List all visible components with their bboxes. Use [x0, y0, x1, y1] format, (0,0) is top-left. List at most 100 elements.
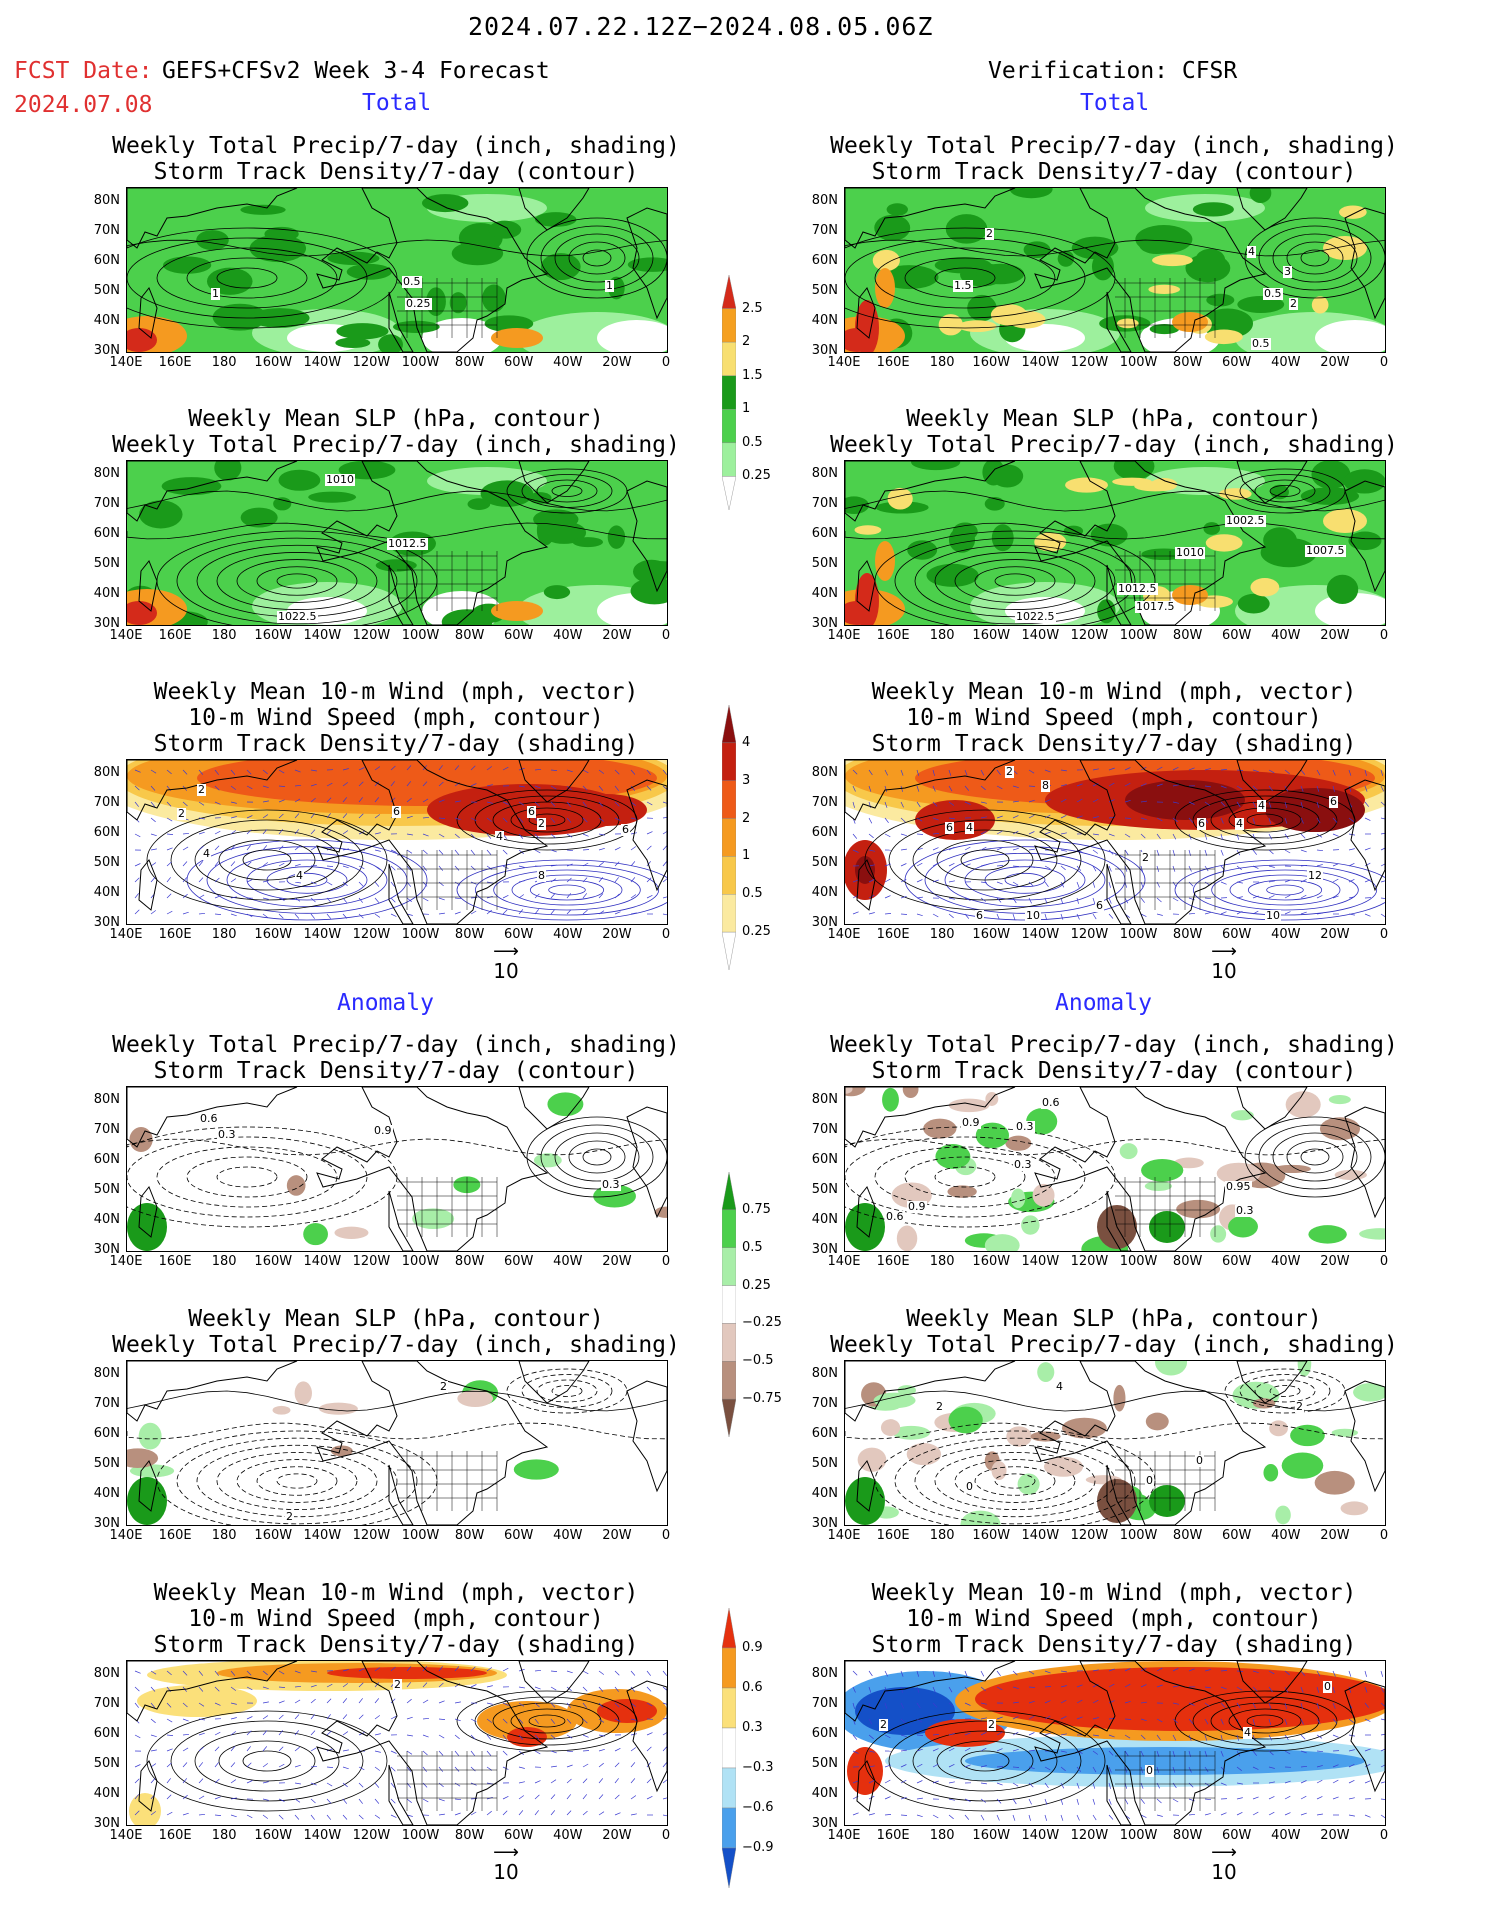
contour-label: 4	[1257, 799, 1266, 812]
wind-vector	[1252, 1750, 1257, 1756]
wind-vector	[294, 1670, 301, 1674]
lon-tick-label: 120W	[1070, 355, 1109, 370]
wind-vector	[630, 861, 636, 867]
wind-vector	[1028, 769, 1035, 774]
contour-line	[582, 249, 612, 267]
wind-vector	[182, 801, 188, 807]
colorbar-segment	[722, 1687, 736, 1729]
contour-label: 2	[439, 1380, 448, 1393]
panel-title-line: Storm Track Density/7-day (contour)	[153, 159, 639, 185]
lon-tick-label: 120W	[1070, 628, 1109, 643]
lat-tick-label: 60N	[811, 1426, 838, 1441]
contour-line	[276, 573, 318, 589]
wind-vector	[326, 1730, 332, 1736]
wind-vector	[630, 1778, 636, 1784]
wind-vector	[566, 801, 572, 807]
contour-line	[528, 813, 566, 827]
wind-vector	[1252, 849, 1257, 855]
wind-vector	[534, 785, 541, 789]
lat-tick-label: 40N	[811, 885, 838, 900]
lat-tick-label: 70N	[811, 1696, 838, 1711]
colorbar-segment	[722, 705, 736, 744]
wind-vector	[598, 847, 605, 851]
wind-vector	[230, 861, 236, 867]
lon-tick-label: 140E	[109, 927, 143, 942]
colorbar-label: 2.5	[742, 300, 763, 316]
wind-vector	[1060, 1715, 1067, 1720]
wind-vector	[868, 817, 873, 824]
contour-label: 2	[285, 1510, 294, 1523]
wind-vector	[582, 833, 589, 837]
lon-tick-label: 60W	[504, 628, 534, 643]
wind-vector	[454, 881, 461, 886]
shading-patch	[138, 1422, 162, 1450]
wind-vector	[1188, 1702, 1195, 1706]
wind-vector	[470, 910, 477, 915]
coastline	[1236, 1087, 1308, 1130]
coastline	[856, 1186, 876, 1238]
wind-vector	[1316, 849, 1324, 852]
wind-vector	[1092, 1798, 1096, 1805]
contour-line	[540, 225, 654, 291]
wind-vector	[916, 785, 920, 792]
lon-tick-label: 140W	[303, 355, 342, 370]
panel-title-line: Storm Track Density/7-day (shading)	[153, 731, 639, 757]
wind-vector	[1076, 897, 1079, 904]
wind-vector	[1124, 1750, 1129, 1757]
wind-vector	[646, 785, 652, 791]
coastline	[518, 1661, 590, 1704]
lon-tick-label: 140W	[1021, 1528, 1060, 1543]
colorbar-label: −0.25	[742, 1315, 782, 1331]
wind-vector	[1348, 1779, 1355, 1784]
shading-patch	[1071, 236, 1119, 260]
wind-vector	[470, 865, 476, 871]
shading-patch	[303, 1223, 328, 1246]
contour-label: 6	[945, 821, 954, 834]
contour-line	[1258, 1124, 1372, 1190]
wind-vector	[868, 849, 875, 852]
wind-vector	[182, 846, 189, 851]
wind-vector	[1108, 1798, 1112, 1805]
wind-vector	[422, 865, 427, 871]
wind-vector	[1364, 1763, 1371, 1768]
wind-vector	[566, 1734, 573, 1739]
wind-vector	[662, 817, 667, 819]
colorbar-label: 1	[742, 848, 751, 864]
shading-patch	[1204, 329, 1243, 345]
wind-vector	[438, 817, 446, 819]
contour-line	[974, 566, 1056, 596]
wind-vector	[198, 894, 205, 899]
wind-vector	[1012, 1701, 1019, 1704]
wind-vector	[166, 1762, 172, 1768]
shading-patch	[491, 601, 543, 621]
lon-tick-label: 180	[211, 1528, 237, 1543]
wind-vector	[198, 1778, 204, 1784]
wind-vector	[230, 1797, 237, 1800]
coastline	[1034, 1661, 1267, 1825]
lon-tick-label: 180	[211, 355, 237, 370]
wind-vector	[1092, 1669, 1099, 1672]
wind-vector	[1220, 1734, 1223, 1741]
wind-vector	[230, 801, 237, 804]
lon-tick-label: 100W	[1119, 927, 1158, 942]
wind-vector	[134, 1778, 140, 1784]
contour-label: 2	[537, 817, 546, 830]
map-canvas	[845, 760, 1385, 924]
panel-title-line: Weekly Total Precip/7-day (inch, shading…	[112, 1332, 680, 1358]
lon-tick-label: 140E	[827, 1254, 861, 1269]
lat-tick-label: 50N	[811, 855, 838, 870]
shading-patch	[334, 1226, 369, 1239]
wind-vector	[374, 781, 380, 787]
panel-title-line: Weekly Mean SLP (hPa, contour)	[906, 1306, 1322, 1332]
wind-vector	[980, 1702, 987, 1705]
wind-vector	[598, 1686, 604, 1692]
wind-vector	[1300, 1670, 1306, 1676]
wind-vector	[422, 1782, 428, 1788]
wind-vector	[294, 845, 300, 851]
wind-vector	[900, 817, 906, 823]
wind-vector	[1364, 1780, 1371, 1784]
wind-vector	[868, 1765, 875, 1768]
precip-anomaly-shading	[127, 1361, 667, 1525]
lat-tick-label: 60N	[93, 825, 120, 840]
lat-tick-label: 60N	[811, 253, 838, 268]
